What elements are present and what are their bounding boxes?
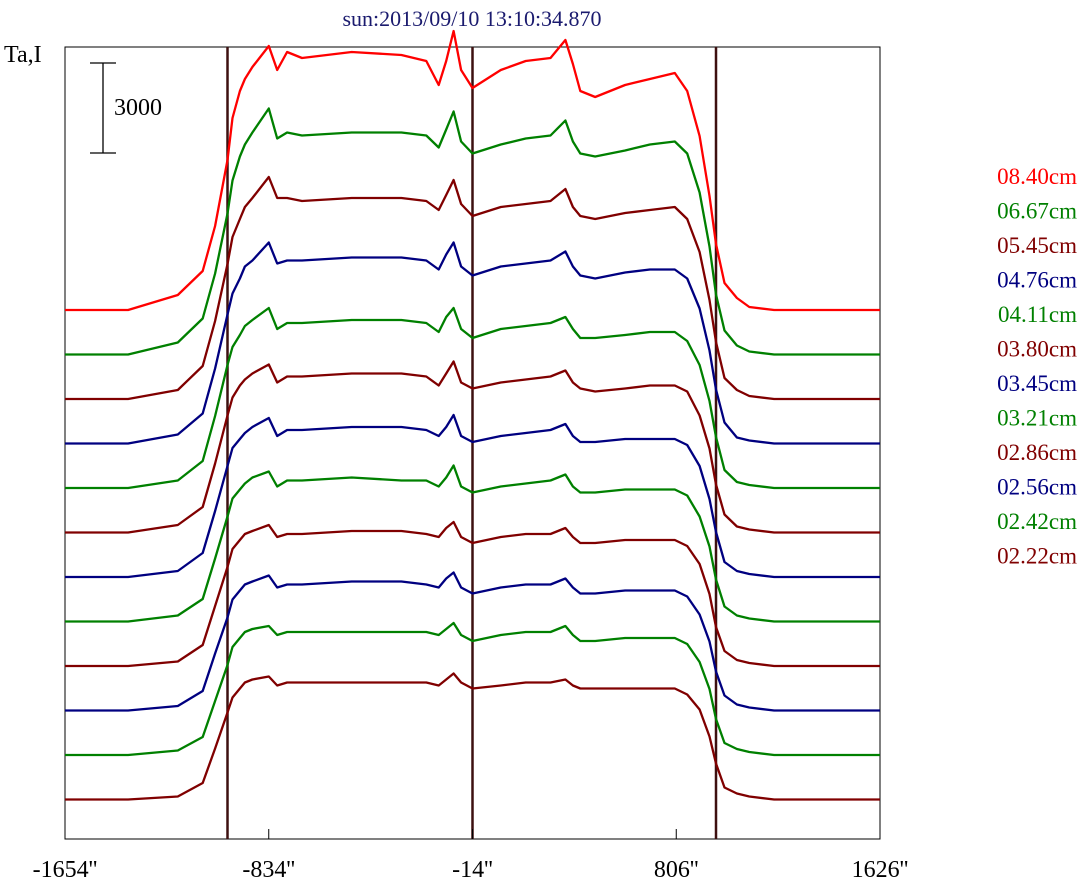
- series-line: [65, 413, 880, 579]
- legend: 08.40cm 06.67cm 05.45cm 04.76cm 04.11cm 03.80…: [997, 164, 1077, 569]
- x-tick-label: 806'': [654, 857, 699, 883]
- legend-entry: 03.80cm: [997, 337, 1077, 362]
- legend-entry: 02.42cm: [997, 509, 1077, 534]
- scale-bar-label: 3000: [114, 95, 162, 121]
- x-axis-ticks: -1654'' -834'' -14'' 806'' 1626'': [33, 829, 909, 883]
- legend-entry: 08.40cm: [997, 164, 1077, 189]
- chart-title: sun:2013/09/10 13:10:34.870: [342, 6, 601, 31]
- legend-entry: 05.45cm: [997, 233, 1077, 258]
- series-line: [65, 175, 880, 401]
- legend-entry: 02.22cm: [997, 544, 1077, 569]
- series-line: [65, 306, 880, 490]
- x-tick-label: -14'': [452, 857, 493, 883]
- series-line: [65, 360, 880, 534]
- legend-entry: 02.86cm: [997, 440, 1077, 465]
- series-layer: [65, 29, 880, 801]
- series-line: [65, 520, 880, 668]
- series-line: [65, 107, 880, 356]
- legend-entry: 06.67cm: [997, 199, 1077, 224]
- legend-entry: 02.56cm: [997, 475, 1077, 500]
- x-tick-label: -1654'': [33, 857, 98, 883]
- x-tick-label: 1626'': [852, 857, 909, 883]
- legend-entry: 04.11cm: [998, 302, 1077, 327]
- y-axis-label: Ta,I: [4, 42, 42, 68]
- series-line: [65, 672, 880, 801]
- legend-entry: 03.21cm: [997, 406, 1077, 431]
- scale-bar: 3000: [90, 62, 162, 154]
- legend-entry: 04.76cm: [997, 268, 1077, 293]
- series-line: [65, 571, 880, 712]
- series-line: [65, 241, 880, 445]
- series-line: [65, 29, 880, 312]
- vertical-marker-layer: [226, 47, 718, 839]
- series-line: [65, 464, 880, 623]
- legend-entry: 03.45cm: [997, 371, 1077, 396]
- x-tick-label: -834'': [242, 857, 295, 883]
- series-line: [65, 621, 880, 757]
